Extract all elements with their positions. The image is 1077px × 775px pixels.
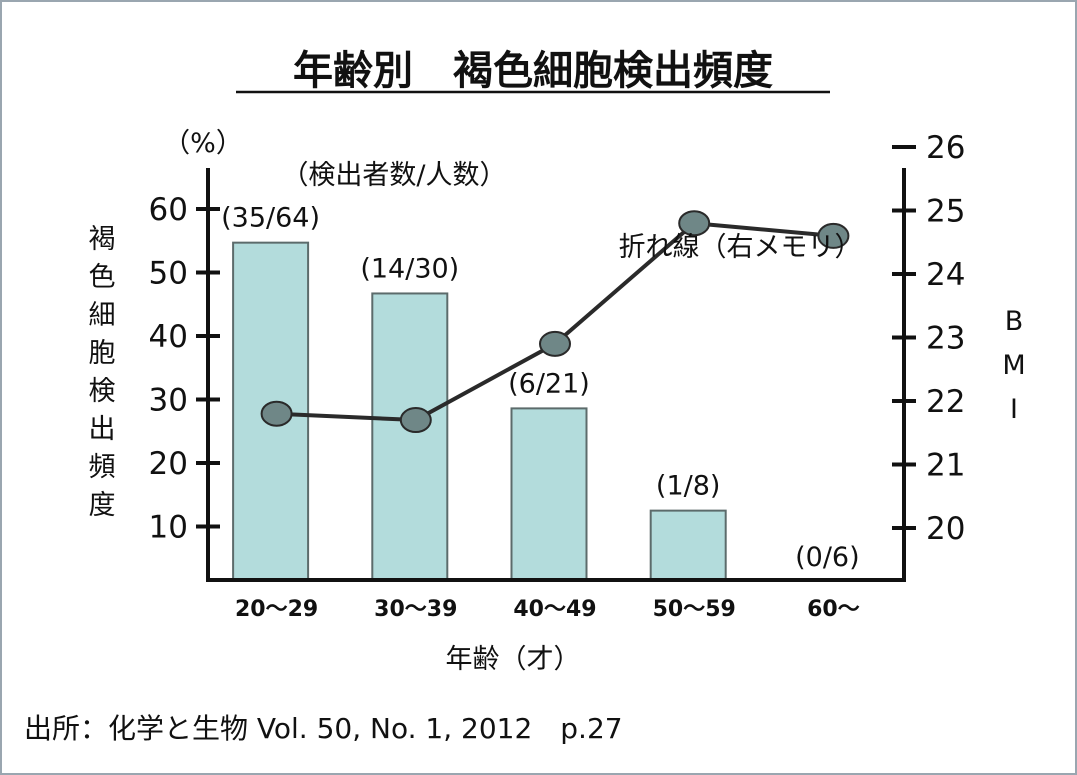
- bars-group: [232, 241, 727, 582]
- y-axis-label: 褐色細胞検出頻度: [89, 224, 116, 521]
- bar-count-label-0: (35/64): [221, 203, 320, 234]
- x-tick-label-1: 30～39: [374, 597, 457, 622]
- bar-count-label-3: (1/8): [656, 471, 721, 502]
- line-series-label: 折れ線（右メモリ）: [619, 232, 862, 263]
- y-tick-label-10: 10: [149, 510, 188, 546]
- y2-ticks-group: 20 21 22 23 24 25 26: [892, 130, 965, 547]
- y-ticks-group: 10 20 30 40 50 60: [149, 192, 220, 546]
- line-series-group: 折れ線（右メモリ）: [260, 210, 862, 434]
- bmi-point-3: [678, 210, 711, 237]
- count-header: （検出者数/人数）: [281, 160, 506, 191]
- axes-group: [206, 168, 906, 582]
- bar-count-label-1: (14/30): [360, 253, 459, 284]
- y-axis-label-text: 褐色細胞検出頻度: [89, 224, 116, 521]
- bar-2: [510, 407, 588, 582]
- bmi-point-0: [260, 400, 293, 427]
- y2-tick-label-26: 26: [926, 130, 965, 166]
- y2-tick-label-20: 20: [926, 511, 965, 547]
- x-axis-label: 年齢（才）: [446, 644, 581, 675]
- x-tick-label-4: 60～: [807, 597, 860, 622]
- y2-tick-label-25: 25: [926, 194, 965, 230]
- x-tick-label-2: 40～49: [513, 597, 596, 622]
- bar-1: [371, 292, 449, 581]
- y-tick-label-40: 40: [149, 319, 188, 355]
- source-note: 出所：化学と生物 Vol. 50, No. 1, 2012 p.27: [24, 712, 623, 745]
- bar-3: [649, 509, 727, 581]
- y-tick-label-30: 30: [149, 383, 188, 419]
- bar-count-label-4: (0/6): [795, 542, 860, 573]
- y2-tick-label-21: 21: [926, 448, 965, 484]
- bmi-point-1: [399, 407, 432, 434]
- y2-tick-label-24: 24: [926, 257, 965, 293]
- y-tick-label-50: 50: [149, 256, 188, 292]
- y2-tick-label-23: 23: [926, 321, 965, 357]
- bar-labels-group: (35/64) (14/30) (6/21) (1/8) (0/6): [221, 203, 860, 573]
- y-tick-label-20: 20: [149, 446, 188, 482]
- x-tick-label-3: 50～59: [653, 597, 736, 622]
- chart-title: 年齢別 褐色細胞検出頻度: [293, 48, 773, 94]
- x-tick-label-0: 20～29: [235, 597, 318, 622]
- bmi-point-2: [539, 330, 571, 357]
- y-unit-label: （%）: [163, 128, 243, 159]
- y-tick-label-60: 60: [149, 192, 188, 228]
- x-ticks-group: 20～29 30～39 40～49 50～59 60～: [235, 597, 860, 622]
- y2-tick-label-22: 22: [926, 384, 965, 420]
- bmi-point-4: [817, 222, 850, 249]
- bar-count-label-2: (6/21): [508, 368, 590, 399]
